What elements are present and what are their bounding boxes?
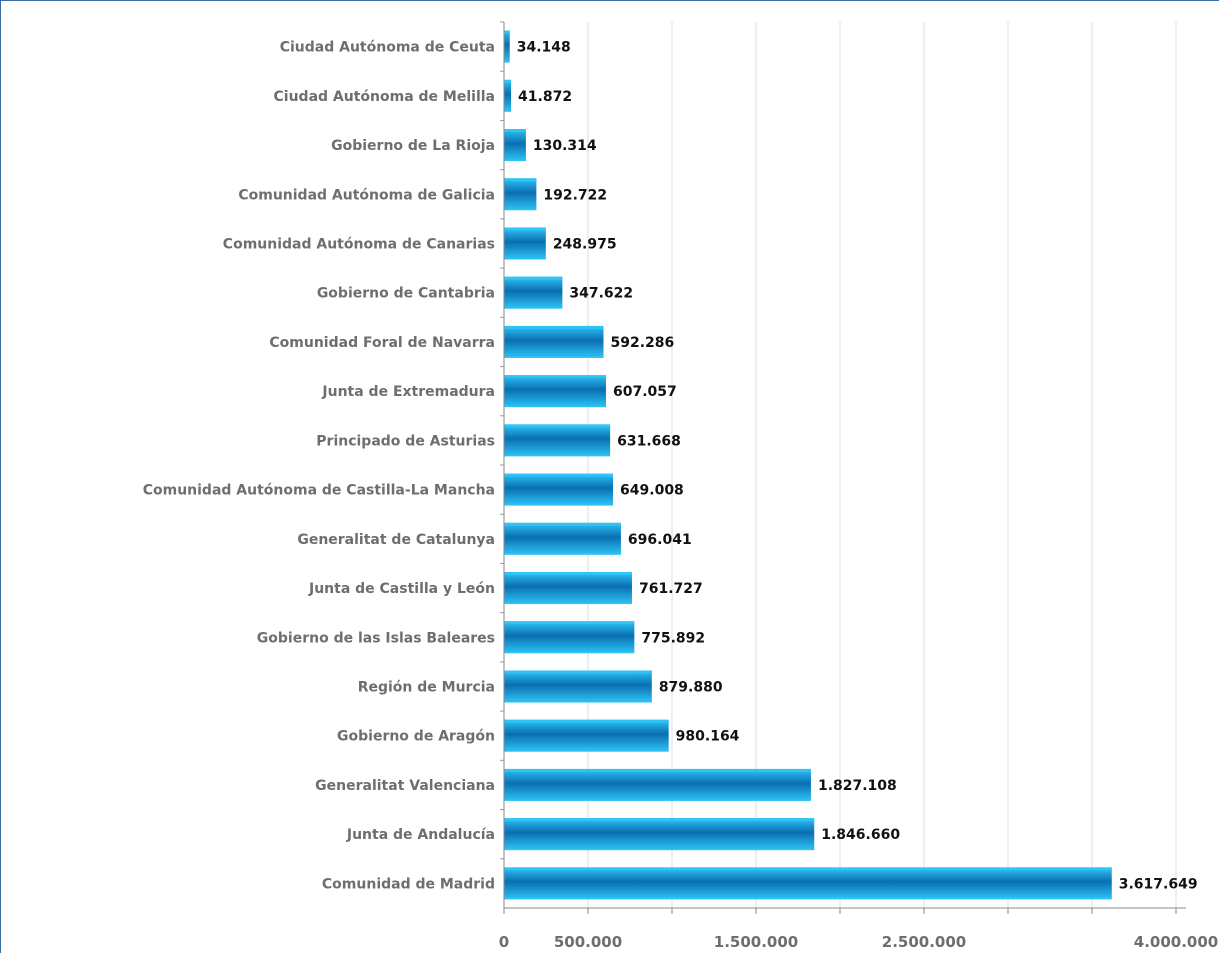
x-tick-label: 1.500.000 <box>714 933 798 951</box>
bar <box>504 621 635 654</box>
bar-highlight <box>504 424 611 428</box>
bar-highlight <box>504 670 652 674</box>
bar <box>504 424 611 457</box>
category-label: Comunidad Autónoma de Castilla-La Mancha <box>143 483 495 499</box>
data-label: 607.057 <box>613 384 677 400</box>
bar <box>504 129 526 162</box>
data-label: 248.975 <box>553 237 617 253</box>
category-label: Comunidad Autónoma de Galicia <box>238 187 495 203</box>
category-label: Junta de Castilla y León <box>308 581 495 597</box>
bar-highlight <box>504 79 512 83</box>
bar <box>504 227 546 260</box>
bar <box>504 79 512 112</box>
category-label: Generalitat Valenciana <box>315 778 495 794</box>
x-tick-label: 0 <box>499 933 509 951</box>
data-label: 34.148 <box>517 40 571 56</box>
data-label: 761.727 <box>639 581 703 597</box>
category-label: Ciudad Autónoma de Melilla <box>274 89 495 105</box>
data-label: 696.041 <box>628 532 692 548</box>
bar-highlight <box>504 178 537 182</box>
x-tick-label: 500.000 <box>554 933 622 951</box>
bar <box>504 719 669 752</box>
category-label: Región de Murcia <box>358 680 495 696</box>
bar-highlight <box>504 818 815 822</box>
data-label: 41.872 <box>518 89 572 105</box>
data-label: 1.846.660 <box>821 827 900 843</box>
data-label: 879.880 <box>659 680 723 696</box>
bar <box>504 572 632 605</box>
bar-highlight <box>504 276 563 280</box>
data-label: 3.617.649 <box>1119 876 1198 892</box>
bar-highlight <box>504 227 546 231</box>
data-label: 347.622 <box>569 286 633 302</box>
data-label: 1.827.108 <box>818 778 897 794</box>
bar-highlight <box>504 719 669 723</box>
bar-highlight <box>504 867 1112 871</box>
data-label: 192.722 <box>543 187 607 203</box>
data-label: 130.314 <box>533 138 597 154</box>
category-label: Ciudad Autónoma de Ceuta <box>280 40 495 56</box>
bar <box>504 276 563 309</box>
category-label: Generalitat de Catalunya <box>297 532 495 548</box>
bar <box>504 670 652 703</box>
x-tick-label: 2.500.000 <box>882 933 966 951</box>
category-label: Junta de Andalucía <box>346 827 495 843</box>
bar <box>504 30 510 63</box>
category-label: Gobierno de La Rioja <box>331 138 495 154</box>
bar-highlight <box>504 30 510 34</box>
bar <box>504 522 621 555</box>
category-label: Comunidad Foral de Navarra <box>269 335 495 351</box>
data-label: 775.892 <box>641 630 705 646</box>
bar <box>504 818 815 851</box>
bar <box>504 473 614 506</box>
x-tick-label: 4.000.000 <box>1134 933 1218 951</box>
bar <box>504 178 537 211</box>
bar <box>504 768 811 801</box>
category-label: Comunidad de Madrid <box>322 876 495 892</box>
data-label: 649.008 <box>620 483 684 499</box>
bar-highlight <box>504 621 635 625</box>
category-label: Gobierno de las Islas Baleares <box>257 630 495 646</box>
data-label: 592.286 <box>611 335 675 351</box>
category-label: Junta de Extremadura <box>321 384 495 400</box>
bar <box>504 867 1112 900</box>
bar-highlight <box>504 325 604 329</box>
bar-highlight <box>504 473 614 477</box>
bar <box>504 325 604 358</box>
bar <box>504 375 606 408</box>
bar-highlight <box>504 375 606 379</box>
bar-highlight <box>504 522 621 526</box>
data-label: 980.164 <box>676 729 740 745</box>
bar-highlight <box>504 129 526 133</box>
bar-highlight <box>504 572 632 576</box>
category-label: Principado de Asturias <box>316 433 495 449</box>
data-label: 631.668 <box>617 433 681 449</box>
category-label: Gobierno de Aragón <box>337 729 495 745</box>
bar-highlight <box>504 768 811 772</box>
category-label: Gobierno de Cantabria <box>317 286 495 302</box>
category-label: Comunidad Autónoma de Canarias <box>223 237 495 253</box>
